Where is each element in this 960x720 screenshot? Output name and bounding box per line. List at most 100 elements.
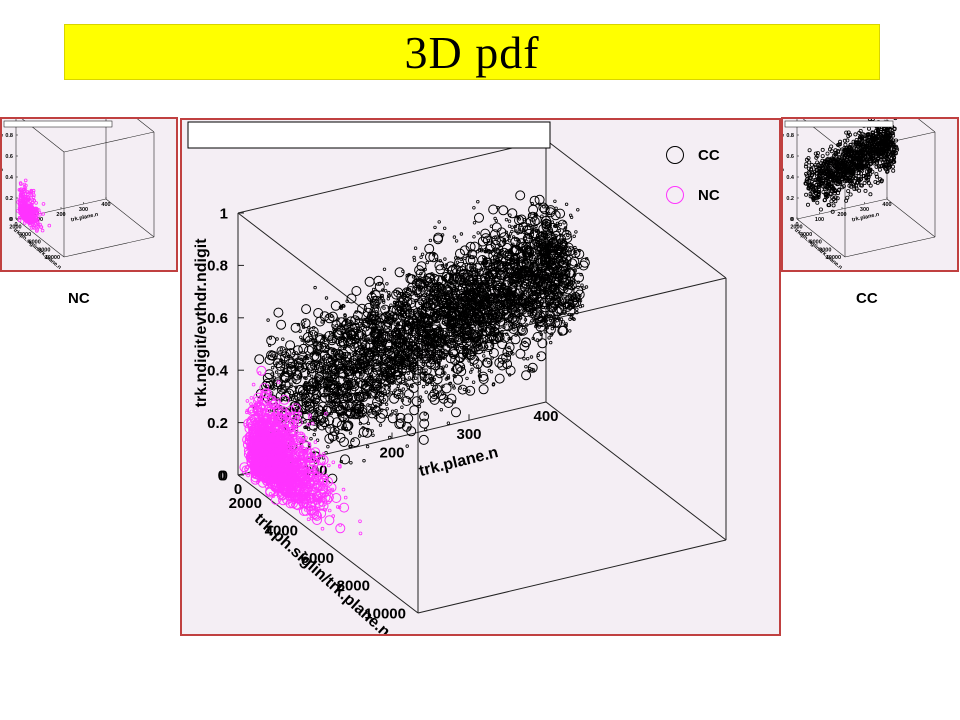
cc-point (853, 132, 858, 137)
cc-point (887, 165, 892, 170)
cc-point (830, 209, 835, 214)
cc-point (514, 237, 518, 242)
cc-point (834, 159, 839, 164)
box-edge (105, 198, 155, 238)
y-tick-label: 6000 (301, 550, 334, 567)
cc-point (510, 334, 521, 345)
cc-point (829, 199, 834, 204)
cc-point (274, 370, 279, 374)
cc-point (532, 312, 537, 316)
cc-point (404, 378, 408, 382)
nc-point (18, 181, 23, 185)
cc-point (472, 206, 476, 210)
cc-point (812, 178, 817, 183)
cc-point (852, 187, 857, 192)
cc-point (381, 359, 385, 364)
cc-point (459, 232, 464, 236)
cc-point (424, 272, 435, 283)
cc-point (842, 138, 847, 143)
cc-point (529, 195, 540, 206)
cc-point (445, 342, 449, 347)
cc-point (270, 372, 274, 376)
cc-point (418, 434, 429, 445)
cc-point (264, 354, 275, 365)
cc-point (487, 368, 491, 373)
cc-point (310, 369, 315, 374)
cc-point (498, 205, 509, 216)
cc-point (309, 331, 314, 335)
cc-point (815, 200, 820, 205)
cc-point (804, 162, 809, 167)
cc-point (838, 139, 843, 144)
cc-point (482, 357, 492, 368)
cc-point (818, 176, 823, 181)
cc-point (547, 219, 551, 224)
cc-point (428, 238, 433, 243)
cc-point (840, 165, 845, 170)
cc-point (453, 374, 463, 385)
cc-point (439, 408, 443, 412)
cc-point (807, 176, 812, 181)
cc-point (493, 236, 498, 240)
cc-point (389, 393, 400, 404)
x-tick-label: 100 (34, 217, 43, 223)
cc-point (490, 229, 500, 240)
cc-point (866, 172, 871, 177)
z-tick-label: 0 (791, 217, 794, 223)
cc-point (457, 384, 468, 395)
nc-point (31, 195, 36, 199)
cc-point (574, 230, 578, 234)
cc-point (521, 325, 526, 330)
cc-point (886, 135, 891, 140)
cc-point (838, 161, 843, 166)
cc-point (483, 358, 488, 362)
cc-point (836, 150, 841, 155)
cc-point (427, 348, 431, 352)
nc-point (27, 212, 32, 216)
y-tick-label: 8000 (38, 247, 50, 253)
cc-point (542, 205, 546, 209)
z-tick-label: 0.2 (786, 196, 794, 202)
cc-point (847, 149, 852, 154)
cc-point (478, 345, 482, 350)
x-tick-label: 0 (14, 222, 17, 228)
cc-point (868, 192, 873, 197)
cc-point (452, 235, 457, 239)
box-edge (237, 212, 419, 352)
cc-point (286, 361, 297, 372)
cc-point (470, 255, 474, 259)
cc-point (527, 362, 538, 373)
cc-point (445, 353, 456, 364)
cc-point (833, 167, 838, 172)
nc-point (34, 201, 38, 205)
cc-point (452, 284, 457, 289)
cc-point (395, 412, 406, 423)
cc-point (359, 402, 363, 407)
cc-point (441, 383, 452, 394)
cc-point (514, 215, 524, 226)
cc-point (876, 128, 881, 133)
cc-point (545, 207, 556, 218)
y-axis-label: trk.ph.siglin/trk.plane.n (12, 227, 63, 270)
cc-point (817, 167, 822, 172)
cc-point (859, 160, 864, 165)
cc-point (823, 174, 828, 179)
cc-point (497, 320, 501, 324)
cc-point (498, 325, 502, 329)
cc-point (866, 132, 871, 137)
nc-point (36, 222, 41, 226)
y-axis-label: trk.ph.siglin/trk.plane.n (251, 510, 393, 634)
nc-point (38, 212, 42, 217)
cc-point (869, 142, 874, 147)
cc-point (424, 243, 435, 254)
x-tick-label: 300 (456, 426, 481, 443)
y-tick-label: 4000 (265, 522, 298, 539)
cc-point (429, 303, 433, 308)
box-edge (844, 236, 936, 258)
cc-point (866, 138, 871, 143)
cc-point (393, 394, 397, 398)
nc-point (22, 187, 27, 192)
nc-point (17, 201, 22, 206)
cc-point (332, 417, 342, 428)
z-tick-label: 0.4 (786, 175, 795, 181)
